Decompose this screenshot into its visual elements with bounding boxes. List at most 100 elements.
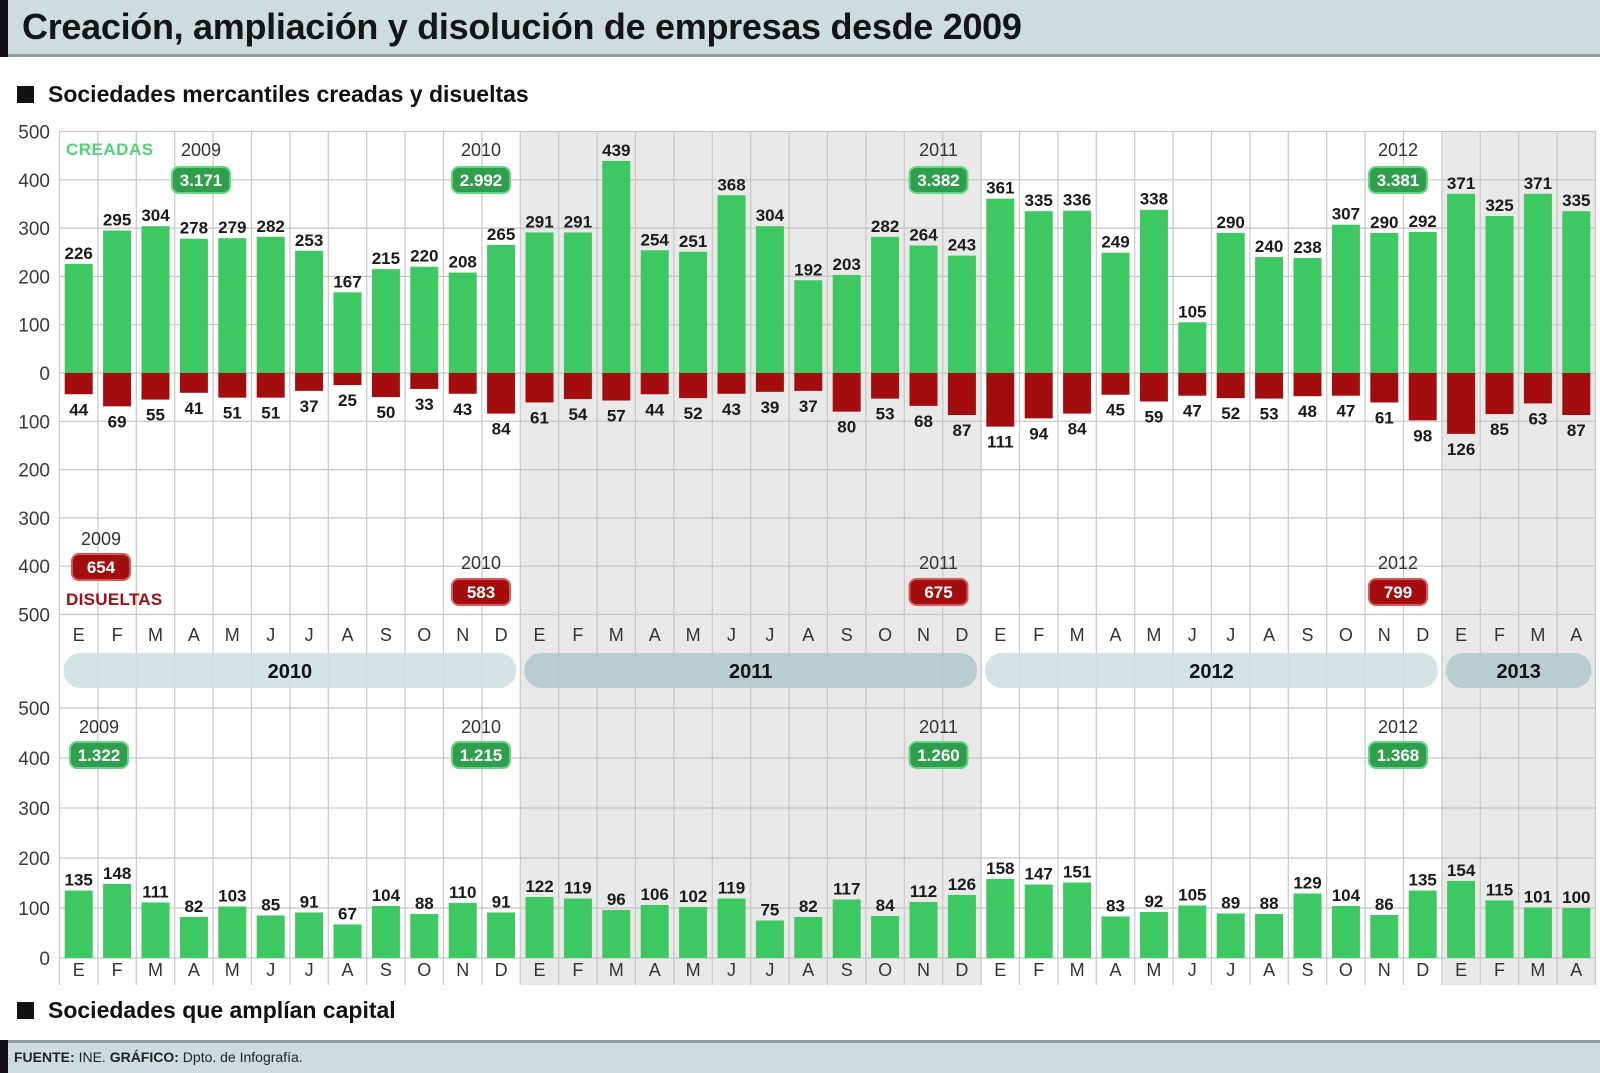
x-tick-label: A bbox=[188, 625, 200, 645]
annual-total-creadas-value: 3.171 bbox=[180, 171, 223, 190]
bar-amplian-capital bbox=[1178, 905, 1207, 958]
x-tick-label: N bbox=[456, 625, 469, 645]
bar-disueltas bbox=[295, 373, 324, 391]
y-tick-label: 200 bbox=[18, 461, 50, 482]
bar-amplian-capital bbox=[448, 903, 477, 958]
bar-disueltas bbox=[1447, 373, 1476, 434]
bar-amplian-capital bbox=[1024, 884, 1053, 958]
annual-total-creadas-badge bbox=[451, 166, 511, 194]
bar-amplian-capital bbox=[1523, 907, 1552, 958]
bar-value-label-amplian: 104 bbox=[372, 886, 401, 905]
bar-value-label-disueltas: 87 bbox=[952, 421, 971, 440]
x-tick-label: F bbox=[1033, 625, 1044, 645]
bar-amplian-capital bbox=[679, 907, 708, 958]
bar-amplian-capital bbox=[1331, 906, 1360, 958]
annual-total-creadas-badge bbox=[908, 166, 969, 194]
bar-value-label-creadas: 220 bbox=[410, 247, 438, 266]
x-tick-label: J bbox=[1226, 960, 1235, 980]
bar-disueltas bbox=[1063, 373, 1092, 414]
bar-value-label-disueltas: 44 bbox=[645, 400, 664, 419]
x-tick-label: N bbox=[1378, 960, 1391, 980]
bar-value-label-creadas: 439 bbox=[602, 141, 630, 160]
bar-value-label-creadas: 278 bbox=[180, 219, 208, 238]
bar-value-label-disueltas: 53 bbox=[876, 405, 895, 424]
annual-total-creadas-year: 2010 bbox=[461, 140, 501, 160]
annual-total-amplian-badge bbox=[908, 741, 969, 769]
x-tick-label: S bbox=[841, 960, 853, 980]
bar-amplian-capital bbox=[1063, 882, 1092, 958]
x-tick-label: J bbox=[1226, 625, 1235, 645]
section-title-text: Sociedades que amplían capital bbox=[48, 996, 396, 1023]
annual-total-creadas-year: 2011 bbox=[919, 140, 958, 160]
bar-creadas bbox=[1447, 193, 1476, 373]
x-tick-label: M bbox=[148, 625, 163, 645]
x-tick-label: M bbox=[148, 960, 163, 980]
header: Creación, ampliación y disolución de emp… bbox=[0, 0, 1600, 57]
bar-creadas bbox=[256, 236, 285, 373]
bar-disueltas bbox=[1370, 373, 1399, 403]
bar-value-label-amplian: 96 bbox=[607, 890, 626, 909]
bar-value-label-amplian: 122 bbox=[525, 877, 553, 896]
annual-total-amplian-year: 2009 bbox=[79, 717, 119, 737]
bar-value-label-amplian: 158 bbox=[986, 859, 1014, 878]
bar-amplian-capital bbox=[1562, 908, 1591, 958]
year-band-label: 2011 bbox=[729, 661, 772, 683]
bar-value-label-creadas: 368 bbox=[717, 175, 745, 194]
bar-value-label-disueltas: 111 bbox=[987, 433, 1014, 452]
x-tick-label: D bbox=[1416, 625, 1429, 645]
bar-value-label-disueltas: 57 bbox=[607, 407, 626, 426]
x-tick-label: F bbox=[572, 625, 583, 645]
legend-disueltas: DISUELTAS bbox=[66, 590, 163, 609]
footer: FUENTE: INE. GRÁFICO: Dpto. de Infografí… bbox=[0, 1040, 1600, 1073]
x-tick-label: O bbox=[1339, 960, 1353, 980]
bar-amplian-capital bbox=[64, 890, 93, 958]
x-tick-label: M bbox=[1070, 625, 1085, 645]
legend-creadas: CREADAS bbox=[66, 140, 154, 159]
annual-total-disueltas-badge bbox=[908, 578, 969, 606]
bar-value-label-disueltas: 69 bbox=[108, 412, 127, 431]
bar-value-label-disueltas: 47 bbox=[1336, 402, 1355, 421]
bar-creadas bbox=[602, 160, 631, 373]
annual-total-disueltas-value: 583 bbox=[467, 583, 495, 602]
bar-amplian-capital bbox=[986, 879, 1015, 958]
bar-value-label-amplian: 82 bbox=[184, 897, 203, 916]
footer-accent-bar bbox=[0, 1040, 8, 1073]
bar-value-label-creadas: 371 bbox=[1447, 174, 1475, 193]
bar-value-label-amplian: 117 bbox=[833, 880, 860, 899]
bar-amplian-capital bbox=[333, 924, 362, 958]
bar-creadas bbox=[333, 292, 362, 373]
x-tick-label: A bbox=[341, 625, 353, 645]
x-tick-label: A bbox=[1263, 625, 1275, 645]
year-band-label: 2010 bbox=[268, 661, 313, 683]
bar-creadas bbox=[1216, 232, 1245, 373]
series-creadas bbox=[64, 160, 1591, 373]
x-tick-label: D bbox=[495, 960, 508, 980]
bar-creadas bbox=[487, 245, 516, 373]
bar-value-label-creadas: 254 bbox=[641, 230, 670, 249]
y-tick-label: 200 bbox=[18, 267, 50, 288]
bar-disueltas bbox=[602, 373, 631, 401]
bar-creadas bbox=[1024, 211, 1053, 373]
x-tick-label: A bbox=[802, 625, 814, 645]
bar-value-label-creadas: 249 bbox=[1101, 233, 1129, 252]
annual-total-creadas-year: 2012 bbox=[1378, 140, 1418, 160]
x-tick-label: N bbox=[456, 960, 469, 980]
bar-value-label-disueltas: 55 bbox=[146, 406, 165, 425]
bar-value-label-creadas: 338 bbox=[1140, 190, 1168, 209]
bar-disueltas bbox=[141, 373, 170, 400]
x-tick-label: A bbox=[1263, 960, 1275, 980]
x-tick-label: S bbox=[380, 625, 392, 645]
bar-disueltas bbox=[1293, 373, 1322, 397]
bar-value-label-amplian: 84 bbox=[876, 896, 895, 915]
bar-value-label-disueltas: 44 bbox=[69, 400, 88, 419]
bar-value-label-amplian: 75 bbox=[760, 901, 779, 920]
bar-amplian-capital bbox=[1447, 881, 1476, 958]
x-tick-label: M bbox=[609, 625, 624, 645]
x-tick-label: O bbox=[878, 960, 892, 980]
bar-creadas bbox=[1063, 210, 1092, 373]
bar-creadas bbox=[295, 250, 324, 373]
annual-total-amplian-value: 1.368 bbox=[1377, 746, 1420, 765]
bar-value-label-disueltas: 43 bbox=[722, 400, 741, 419]
annual-total-creadas-badge bbox=[1368, 166, 1428, 194]
